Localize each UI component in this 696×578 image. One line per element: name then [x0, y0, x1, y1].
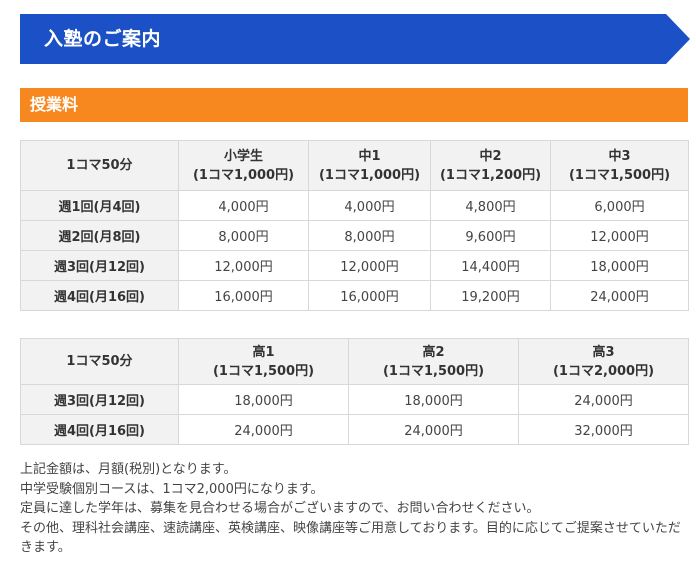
price-cell: 9,600円 [430, 220, 551, 251]
column-header: 中3 (1コマ1,500円) [550, 140, 689, 191]
note-line: その他、理科社会講座、速読講座、英検講座、映像講座等ご用意しております。目的に応… [20, 520, 681, 556]
page-title: 入塾のご案内 [44, 28, 162, 50]
grade-label: 高2 [422, 344, 445, 360]
table-row: 週3回(月12回) 12,000円 12,000円 14,400円 18,000… [20, 250, 689, 281]
row-header: 週3回(月12回) [20, 250, 179, 281]
tuition-table-elementary-junior: 1コマ50分 小学生 (1コマ1,000円) 中1 (1コマ1,000円) 中2 (1… [20, 140, 689, 311]
grade-label: 中3 [608, 148, 631, 164]
price-cell: 12,000円 [308, 250, 431, 281]
row-header: 週2回(月8回) [20, 220, 179, 251]
grade-label: 高3 [592, 344, 615, 360]
column-header: 中2 (1コマ1,200円) [430, 140, 551, 191]
price-cell: 24,000円 [348, 414, 519, 445]
price-cell: 8,000円 [178, 220, 309, 251]
price-cell: 24,000円 [550, 280, 689, 311]
price-cell: 4,800円 [430, 190, 551, 221]
tuition-notes: 上記金額は、月額(税別)となります。 中学受験個別コースは、1コマ2,000円に… [20, 460, 688, 558]
corner-cell: 1コマ50分 [20, 338, 179, 385]
table-row: 週2回(月8回) 8,000円 8,000円 9,600円 12,000円 [20, 220, 689, 251]
price-cell: 19,200円 [430, 280, 551, 311]
banner-arrow-shape [20, 14, 690, 64]
tuition-table-high-school: 1コマ50分 高1 (1コマ1,500円) 高2 (1コマ1,500円) 高3 (1コ… [20, 338, 689, 445]
row-header: 週4回(月16回) [20, 280, 179, 311]
price-cell: 12,000円 [550, 220, 689, 251]
unit-price-label: (1コマ1,200円) [439, 167, 542, 183]
price-cell: 16,000円 [308, 280, 431, 311]
price-cell: 18,000円 [348, 384, 519, 415]
grade-label: 高1 [252, 344, 275, 360]
price-cell: 16,000円 [178, 280, 309, 311]
table-row: 週1回(月4回) 4,000円 4,000円 4,800円 6,000円 [20, 190, 689, 221]
price-cell: 8,000円 [308, 220, 431, 251]
grade-label: 中1 [358, 148, 381, 164]
section-header-tuition: 授業料 [20, 88, 688, 122]
table-header-row: 1コマ50分 小学生 (1コマ1,000円) 中1 (1コマ1,000円) 中2 (1… [20, 140, 689, 191]
price-cell: 18,000円 [178, 384, 349, 415]
row-header: 週3回(月12回) [20, 384, 179, 415]
unit-price-label: (1コマ1,000円) [318, 167, 421, 183]
grade-label: 小学生 [223, 148, 263, 164]
unit-price-label: (1コマ1,500円) [382, 363, 485, 379]
column-header: 小学生 (1コマ1,000円) [178, 140, 309, 191]
note-line: 中学受験個別コースは、1コマ2,000円になります。 [20, 481, 324, 497]
price-cell: 24,000円 [178, 414, 349, 445]
column-header: 高3 (1コマ2,000円) [518, 338, 689, 385]
page-banner: 入塾のご案内 [20, 14, 690, 64]
unit-price-label: (1コマ2,000円) [552, 363, 655, 379]
section-title: 授業料 [30, 95, 79, 114]
unit-price-label: (1コマ1,000円) [192, 167, 295, 183]
price-cell: 4,000円 [308, 190, 431, 221]
price-cell: 24,000円 [518, 384, 689, 415]
row-header: 週1回(月4回) [20, 190, 179, 221]
grade-label: 中2 [479, 148, 502, 164]
column-header: 高2 (1コマ1,500円) [348, 338, 519, 385]
corner-cell: 1コマ50分 [20, 140, 179, 191]
note-line: 上記金額は、月額(税別)となります。 [20, 462, 237, 477]
price-cell: 6,000円 [550, 190, 689, 221]
price-cell: 4,000円 [178, 190, 309, 221]
price-cell: 18,000円 [550, 250, 689, 281]
column-header: 高1 (1コマ1,500円) [178, 338, 349, 385]
unit-price-label: (1コマ1,500円) [212, 363, 315, 379]
price-cell: 14,400円 [430, 250, 551, 281]
table-row: 週4回(月16回) 16,000円 16,000円 19,200円 24,000… [20, 280, 689, 311]
table-row: 週3回(月12回) 18,000円 18,000円 24,000円 [20, 384, 689, 415]
table-row: 週4回(月16回) 24,000円 24,000円 32,000円 [20, 414, 689, 445]
row-header: 週4回(月16回) [20, 414, 179, 445]
table-header-row: 1コマ50分 高1 (1コマ1,500円) 高2 (1コマ1,500円) 高3 (1コ… [20, 338, 689, 385]
price-cell: 32,000円 [518, 414, 689, 445]
column-header: 中1 (1コマ1,000円) [308, 140, 431, 191]
price-cell: 12,000円 [178, 250, 309, 281]
note-line: 定員に達した学年は、募集を見合わせる場合がございますので、お問い合わせください。 [20, 501, 540, 516]
unit-price-label: (1コマ1,500円) [568, 167, 671, 183]
